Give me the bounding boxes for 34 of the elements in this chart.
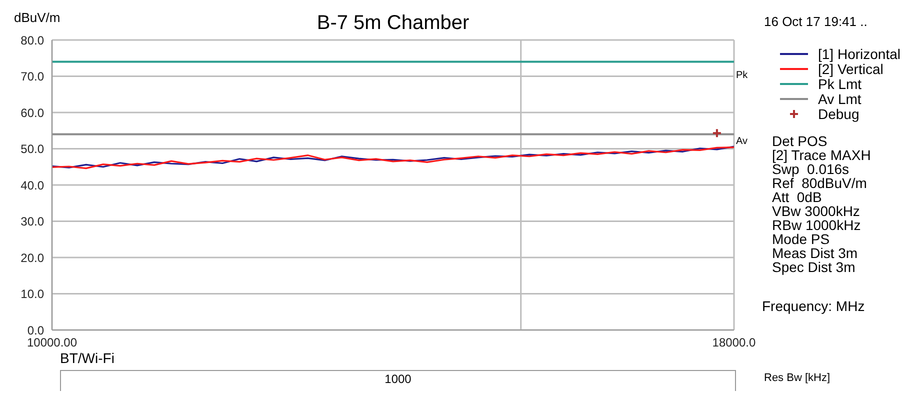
y-tick-label: 0.0 <box>27 323 44 338</box>
text: [2] Trace MAXH <box>772 147 871 163</box>
y-tick-label: 40.0 <box>20 178 44 192</box>
text: Spec Dist 3m <box>772 259 856 275</box>
text: Ref 80dBuV/m <box>772 175 868 191</box>
y-tick-label: 10.0 <box>20 287 44 302</box>
y-tick-label: 70.0 <box>20 70 44 84</box>
text: 1000 <box>60 370 736 391</box>
legend-label: Pk Lmt <box>818 76 862 92</box>
y-tick-label: 30.0 <box>20 214 44 229</box>
x-tick-label: 10000.00 <box>26 336 78 350</box>
text: Pk <box>736 70 748 81</box>
legend-label: Av Lmt <box>818 90 862 106</box>
text: VBw 3000kHz <box>772 203 861 219</box>
text: Av <box>736 136 748 147</box>
text: Frequency: MHz <box>762 298 865 314</box>
legend-label: [1] Horizontal <box>818 46 900 62</box>
y-tick-label: 60.0 <box>20 106 44 120</box>
text: 16 Oct 17 19:41 .. <box>764 14 868 29</box>
y-tick-label: 50.0 <box>20 142 44 156</box>
text: Meas Dist 3m <box>772 245 859 261</box>
y-axis-title: dBuV/m <box>14 10 60 25</box>
x-tick-label: 18000.0 <box>712 336 756 350</box>
text: Att 0dB <box>772 189 823 205</box>
y-tick-label: 80.0 <box>20 33 44 48</box>
text: BT/Wi-Fi <box>60 350 114 366</box>
text: RBw 1000kHz <box>772 217 862 233</box>
legend-label: Debug <box>818 106 860 122</box>
text: Res Bw [kHz] <box>764 372 830 384</box>
text: Mode PS <box>772 231 831 247</box>
legend-label: [2] Vertical <box>818 60 884 76</box>
text: Det POS <box>772 133 828 149</box>
y-tick-label: 20.0 <box>20 250 44 265</box>
chart-title: B-7 5m Chamber <box>316 12 470 34</box>
